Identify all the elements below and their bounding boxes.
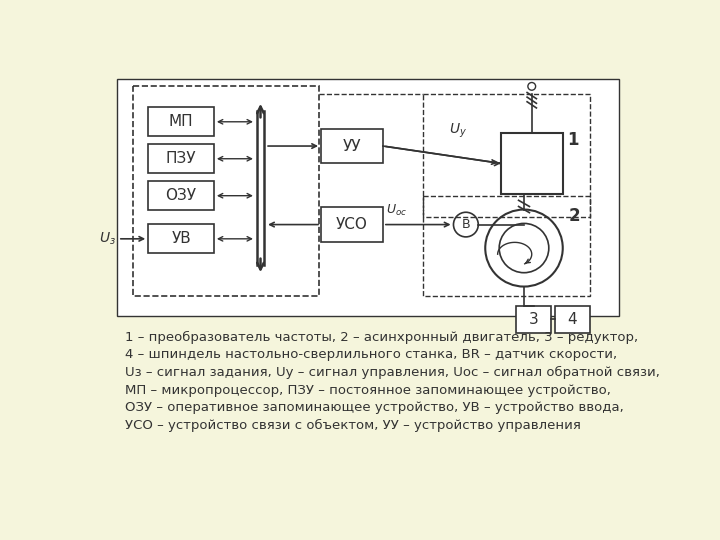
Text: Uз – сигнал задания, Uу – сигнал управления, Uос – сигнал обратной связи,: Uз – сигнал задания, Uу – сигнал управле…: [125, 366, 660, 379]
Text: МП – микропроцессор, ПЗУ – постоянное запоминающее устройство,: МП – микропроцессор, ПЗУ – постоянное за…: [125, 383, 611, 396]
Bar: [148, 181, 214, 210]
Bar: [321, 129, 383, 164]
Text: 3: 3: [528, 312, 539, 327]
Bar: [321, 207, 383, 242]
Text: УСО – устройство связи с объектом, УУ – устройство управления: УСО – устройство связи с объектом, УУ – …: [125, 419, 581, 432]
Bar: [500, 132, 563, 194]
Text: УУ: УУ: [343, 139, 361, 153]
Text: $U_{oc}$: $U_{oc}$: [387, 202, 408, 218]
Bar: [148, 144, 214, 173]
Text: $U_з$: $U_з$: [99, 231, 116, 247]
Bar: [117, 79, 619, 316]
Text: ОЗУ – оперативное запоминающее устройство, УВ – устройство ввода,: ОЗУ – оперативное запоминающее устройств…: [125, 401, 624, 414]
Text: 1 – преобразователь частоты, 2 – асинхронный двигатель, 3 – редуктор,: 1 – преобразователь частоты, 2 – асинхро…: [125, 330, 638, 343]
Text: УСО: УСО: [336, 217, 368, 232]
Text: 1: 1: [567, 131, 579, 149]
Bar: [148, 224, 214, 253]
Text: 4 – шпиндель настольно-сверлильного станка, BR – датчик скорости,: 4 – шпиндель настольно-сверлильного стан…: [125, 348, 617, 361]
Bar: [132, 86, 319, 296]
Bar: [423, 195, 590, 296]
Text: 4: 4: [567, 312, 577, 327]
Text: $U_y$: $U_y$: [449, 122, 467, 140]
Text: МП: МП: [168, 114, 194, 129]
Bar: [516, 306, 551, 333]
Bar: [423, 94, 590, 217]
Text: В: В: [462, 218, 470, 231]
Text: ПЗУ: ПЗУ: [166, 151, 197, 166]
Text: УВ: УВ: [171, 231, 191, 246]
Text: ОЗУ: ОЗУ: [166, 188, 197, 203]
Bar: [555, 306, 590, 333]
Bar: [148, 107, 214, 137]
Text: 2: 2: [569, 207, 580, 225]
